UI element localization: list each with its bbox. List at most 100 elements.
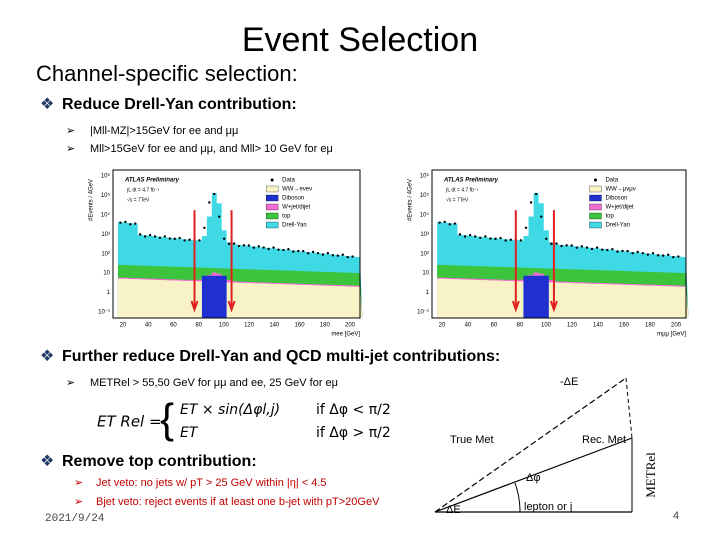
y-tick-label: 10 xyxy=(422,271,429,277)
data-point xyxy=(570,244,573,247)
data-point xyxy=(183,239,186,242)
data-point xyxy=(277,248,280,251)
section-heading: Reduce Drell-Yan contribution: xyxy=(62,96,297,113)
data-point xyxy=(540,215,543,218)
data-point xyxy=(153,235,157,238)
legend-swatch xyxy=(589,194,602,202)
x-tick-label: 200 xyxy=(671,323,682,329)
x-tick-label: 40 xyxy=(145,323,152,329)
data-point xyxy=(616,250,619,253)
x-tick-label: 60 xyxy=(491,323,498,329)
data-point xyxy=(448,223,451,226)
y-tick-label: 10³ xyxy=(101,232,110,238)
data-point xyxy=(438,221,441,224)
data-point xyxy=(198,239,201,242)
legend-swatch xyxy=(265,203,279,211)
met-diagram: -ΔE True Met Rec. Met Δφ ΔE lepton or j … xyxy=(434,376,658,516)
diagram-label: METRel xyxy=(643,452,658,498)
bullet-icon: ❖ xyxy=(40,96,54,113)
y-tick-label: 1 xyxy=(426,290,430,296)
data-point xyxy=(134,222,137,225)
legend-label: WW→eνeν xyxy=(282,187,312,193)
energy-label: √s = 7TeV xyxy=(127,196,150,203)
data-point xyxy=(626,249,629,253)
y-tick-label: 10⁵ xyxy=(420,192,430,199)
data-point xyxy=(262,246,265,249)
legend-swatch xyxy=(265,221,279,229)
data-point xyxy=(257,245,260,248)
data-point xyxy=(621,249,624,253)
footer-date: 2021/9/24 xyxy=(45,513,105,525)
data-point xyxy=(479,236,482,239)
stack-area xyxy=(117,278,363,318)
formula-case: ET × sin(Δφl,j) xyxy=(180,402,280,418)
slide-title: Event Selection xyxy=(242,21,478,59)
data-point xyxy=(222,237,226,240)
x-tick-label: 200 xyxy=(345,323,356,329)
data-point xyxy=(534,192,538,196)
data-point xyxy=(453,222,457,225)
data-point xyxy=(484,235,487,238)
y-tick-label: 10 xyxy=(103,271,110,277)
data-point xyxy=(600,248,604,251)
data-point xyxy=(509,238,512,241)
luminosity-label: ∫L dt = 4.7 fb⁻¹ xyxy=(445,187,478,193)
legend-swatch xyxy=(589,203,602,211)
x-tick-label: 60 xyxy=(170,323,177,329)
data-point xyxy=(504,239,507,242)
data-point xyxy=(611,247,614,251)
data-point xyxy=(346,255,349,259)
data-point xyxy=(473,235,477,238)
delta-e-vector xyxy=(625,377,633,439)
x-tick-label: 20 xyxy=(120,323,127,329)
data-point xyxy=(242,244,246,247)
data-point xyxy=(606,248,609,252)
data-point xyxy=(252,246,255,249)
plot-frame xyxy=(112,169,361,319)
x-tick-label: 180 xyxy=(645,323,656,329)
data-point xyxy=(585,246,589,249)
data-point xyxy=(168,237,172,240)
y-tick-label: 10⁻¹ xyxy=(98,310,110,316)
x-tick-label: 100 xyxy=(541,323,552,329)
data-point xyxy=(336,254,339,257)
x-tick-label: 120 xyxy=(567,323,578,329)
formula: ET Rel = { ET × sin(Δφl,j) ET if Δφ < π/… xyxy=(97,395,391,442)
x-tick-label: 20 xyxy=(439,323,446,329)
x-tick-label: 80 xyxy=(195,323,202,329)
legend-swatch xyxy=(589,212,602,220)
true-met-vector xyxy=(434,377,627,513)
cut-arrow xyxy=(190,210,199,313)
cut-arrow xyxy=(511,210,520,313)
legend-label: Drell-Yan xyxy=(605,223,630,229)
x-tick-label: 140 xyxy=(593,323,604,329)
y-tick-label: 10⁶ xyxy=(420,173,430,180)
data-point xyxy=(227,242,231,246)
x-tick-label: 160 xyxy=(295,323,306,329)
data-point xyxy=(651,252,655,255)
experiment-label: ATLAS Preliminary xyxy=(443,178,499,184)
legend-swatch xyxy=(589,221,602,229)
bullet-icon: ❖ xyxy=(40,348,54,365)
y-axis-label: #Events / 4GeV xyxy=(408,179,414,221)
data-point xyxy=(178,236,181,240)
data-point xyxy=(590,247,594,251)
x-tick-label: 100 xyxy=(219,323,230,329)
y-tick-label: 10⁴ xyxy=(420,211,430,218)
data-point xyxy=(494,237,497,241)
x-tick-label: 140 xyxy=(269,323,280,329)
data-point xyxy=(267,247,270,251)
bullet-icon: ➢ xyxy=(74,477,83,489)
data-point xyxy=(316,251,320,255)
data-point xyxy=(468,233,472,237)
legend-label: Drell-Yan xyxy=(282,223,307,229)
formula-case: ET xyxy=(180,425,199,441)
x-tick-label: 40 xyxy=(465,323,472,329)
bullet-text: Bjet veto: reject events if at least one… xyxy=(96,496,380,508)
data-point xyxy=(311,250,315,254)
data-point xyxy=(218,215,221,218)
x-axis-label: mee [GeV] xyxy=(331,332,360,338)
x-tick-label: 160 xyxy=(619,323,630,329)
bullet-text: |Mll-MZ|>15GeV for ee and μμ xyxy=(90,125,238,137)
